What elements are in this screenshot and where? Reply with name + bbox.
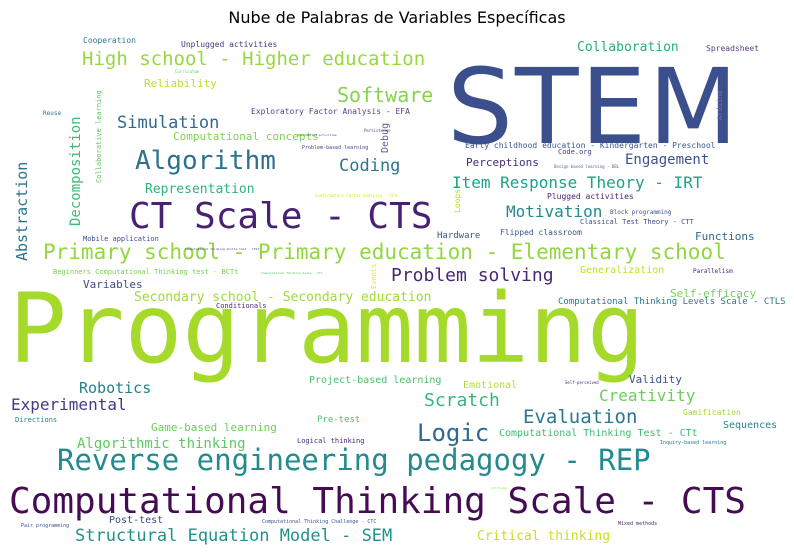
cloud-word: Sequences [723, 420, 778, 431]
cloud-word: Events [370, 263, 378, 289]
cloud-word: Gender [537, 72, 548, 76]
cloud-word: Structural Equation Model - SEM [75, 526, 393, 546]
cloud-word: Beginners Computational Thinking test - … [53, 268, 239, 276]
cloud-word: Unplugged activities [181, 40, 278, 49]
cloud-word: Critical thinking [477, 529, 611, 544]
cloud-word: Curriculum [175, 69, 200, 74]
cloud-word: Creativity [599, 386, 696, 405]
cloud-word: Emotional [463, 380, 518, 391]
cloud-word: Cooperation [83, 36, 136, 45]
cloud-word: Algorithm [135, 146, 276, 176]
cloud-word: Computational Thinking Challenge - CTC [262, 519, 377, 525]
cloud-word: Computational Thinking Scale - CTS [9, 481, 746, 522]
cloud-word: Functions [695, 230, 755, 243]
cloud-word: Attitudes [491, 486, 508, 490]
cloud-word: Logic [417, 419, 490, 447]
cloud-word: Validity [629, 373, 682, 386]
cloud-word: Simulation [117, 113, 220, 133]
cloud-word: Logical thinking [297, 437, 365, 445]
cloud-word: Generalization [580, 265, 665, 276]
cloud-word: Robotics [79, 379, 152, 397]
cloud-word: Decomposition [68, 116, 84, 226]
cloud-word: Reuse [43, 110, 62, 117]
cloud-word: Confirmatory Factor Analysis - CFA [315, 193, 397, 198]
cloud-word: Pair programming [21, 523, 70, 529]
cloud-word: Engagement [625, 152, 710, 168]
cloud-word: Game-based learning [151, 421, 277, 434]
cloud-word: Unconnected activities [297, 133, 337, 137]
chart-title: Nube de Palabras de Variables Específica… [228, 8, 566, 27]
cloud-word: Evaluation [523, 406, 638, 428]
cloud-word: Motivation [506, 202, 603, 221]
cloud-word: Programming [9, 273, 645, 385]
cloud-word: Problem solving [391, 265, 554, 286]
cloud-word: Computational Thinking Levels Scale - CT… [558, 297, 785, 307]
cloud-word: Reverse engineering pedagogy - REP [57, 443, 651, 477]
cloud-word: Computational Thinking Test - CTt [499, 428, 698, 439]
word-cloud: STEM Programming Computational Thinking Sc… [9, 33, 785, 549]
cloud-word: Conditionals [216, 302, 267, 310]
cloud-word: Computational thinking skills test - CTS… [185, 247, 260, 251]
cloud-word: Pre-test [317, 415, 361, 425]
cloud-word: Persistence [364, 128, 391, 133]
cloud-word: High school - Higher education [82, 48, 426, 70]
cloud-word: Collaboration [577, 40, 679, 55]
cloud-word: Reliability [144, 77, 217, 90]
cloud-word: Early childhood education - Kindergarten… [465, 141, 716, 150]
cloud-word: Collaborative learning [95, 90, 103, 183]
cloud-word: Classical Test Theory - CTT [580, 218, 694, 226]
cloud-word: Experimental [11, 395, 127, 414]
cloud-word: Item Response Theory - IRT [452, 173, 703, 192]
cloud-word: Project-based learning [309, 375, 442, 386]
cloud-word: Problem-based learning [302, 145, 369, 151]
cloud-word: STEM [447, 46, 740, 168]
cloud-word: Abstraction [13, 161, 31, 261]
cloud-word: CT Scale - CTS [129, 196, 433, 237]
cloud-word: Hardware [437, 231, 481, 241]
cloud-word: Design-based learning - DBL [554, 164, 620, 169]
cloud-word: Mixed methods [618, 521, 658, 527]
cloud-word: Exploratory Factor Analysis - EFA [251, 107, 410, 116]
cloud-word: Computational Thinking Scale - CTS [261, 271, 323, 275]
cloud-word: Coding [339, 156, 401, 176]
cloud-word: Parallelism [693, 268, 733, 275]
cloud-word: Gamification [683, 408, 741, 417]
cloud-word: Block programming [610, 209, 672, 216]
cloud-word: Mobile application [83, 235, 159, 243]
cloud-word: Arduino [716, 90, 724, 120]
cloud-word: Self-efficacy [670, 287, 757, 300]
cloud-word: Primary school - Primary education - Ele… [43, 240, 726, 264]
cloud-word: Self-perceived [565, 380, 599, 385]
cloud-word: Flipped classroom [500, 228, 582, 237]
cloud-word: Computational concepts [173, 130, 319, 143]
cloud-word: Post-test [109, 515, 164, 526]
cloud-word: Directions [15, 416, 58, 424]
cloud-word: Secondary school - Secondary education [134, 290, 432, 305]
cloud-word: Algorithmic thinking [77, 436, 246, 452]
cloud-word: Loops [453, 188, 462, 213]
cloud-word: Spreadsheet [706, 44, 759, 53]
cloud-word: Representation [145, 182, 255, 197]
cloud-word: Software [337, 83, 434, 107]
cloud-word: Scratch [424, 390, 500, 411]
cloud-word: Plugged activities [547, 192, 634, 201]
cloud-word: Inquiry-based learning [660, 440, 727, 446]
cloud-word: Variables [83, 278, 143, 291]
cloud-word: Code.org [558, 148, 592, 156]
cloud-word: Perceptions [466, 156, 539, 169]
